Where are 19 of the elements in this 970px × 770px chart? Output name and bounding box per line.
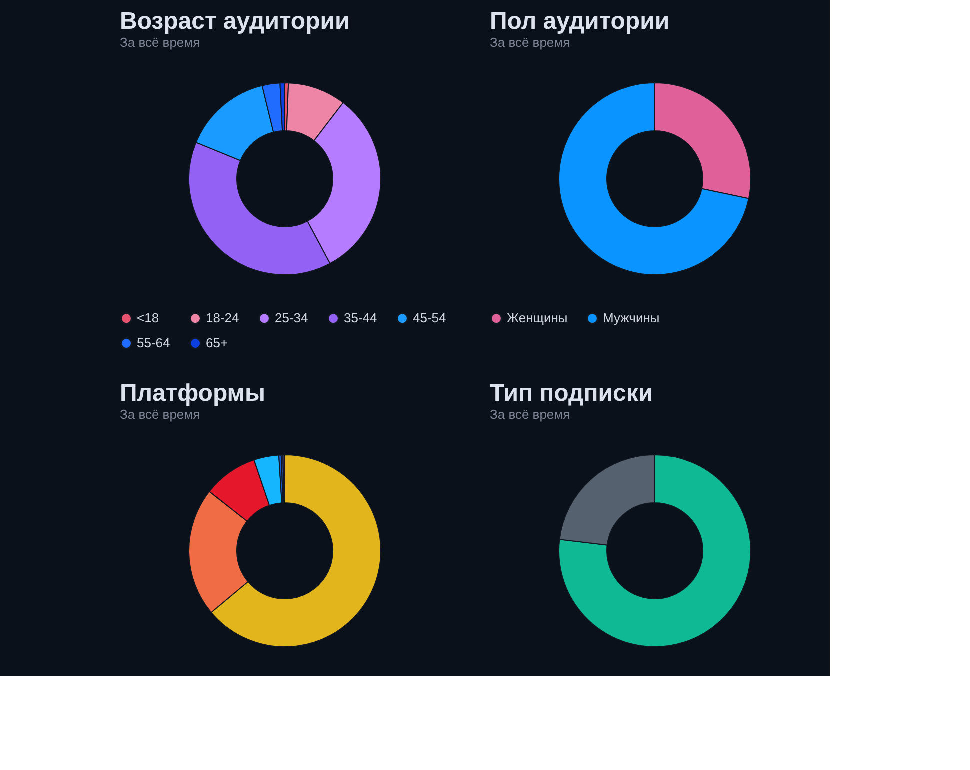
chart-title: Возраст аудитории	[120, 8, 350, 35]
legend-label: 25-34	[275, 310, 308, 326]
legend-label: 45-54	[413, 310, 446, 326]
chart-title: Тип подписки	[490, 380, 654, 407]
chart-subtitle: За всё время	[490, 407, 570, 422]
chart-subtitle: За всё время	[120, 407, 200, 422]
donut-slice	[558, 454, 752, 648]
chart-subtitle: За всё время	[120, 35, 200, 50]
chart-subtitle: За всё время	[490, 35, 570, 50]
legend-label: 18-24	[206, 310, 240, 326]
legend-label: <18	[137, 310, 160, 326]
legend-label: Мужчины	[603, 310, 660, 326]
donut-slice	[558, 82, 750, 276]
chart-title: Пол аудитории	[490, 8, 670, 35]
legend-label: 65+	[206, 336, 228, 350]
chart-title: Платформы	[120, 380, 266, 407]
legend-label: 35-44	[344, 310, 378, 326]
legend-label: Женщины	[507, 310, 568, 326]
legend-label: 55-64	[137, 336, 170, 350]
